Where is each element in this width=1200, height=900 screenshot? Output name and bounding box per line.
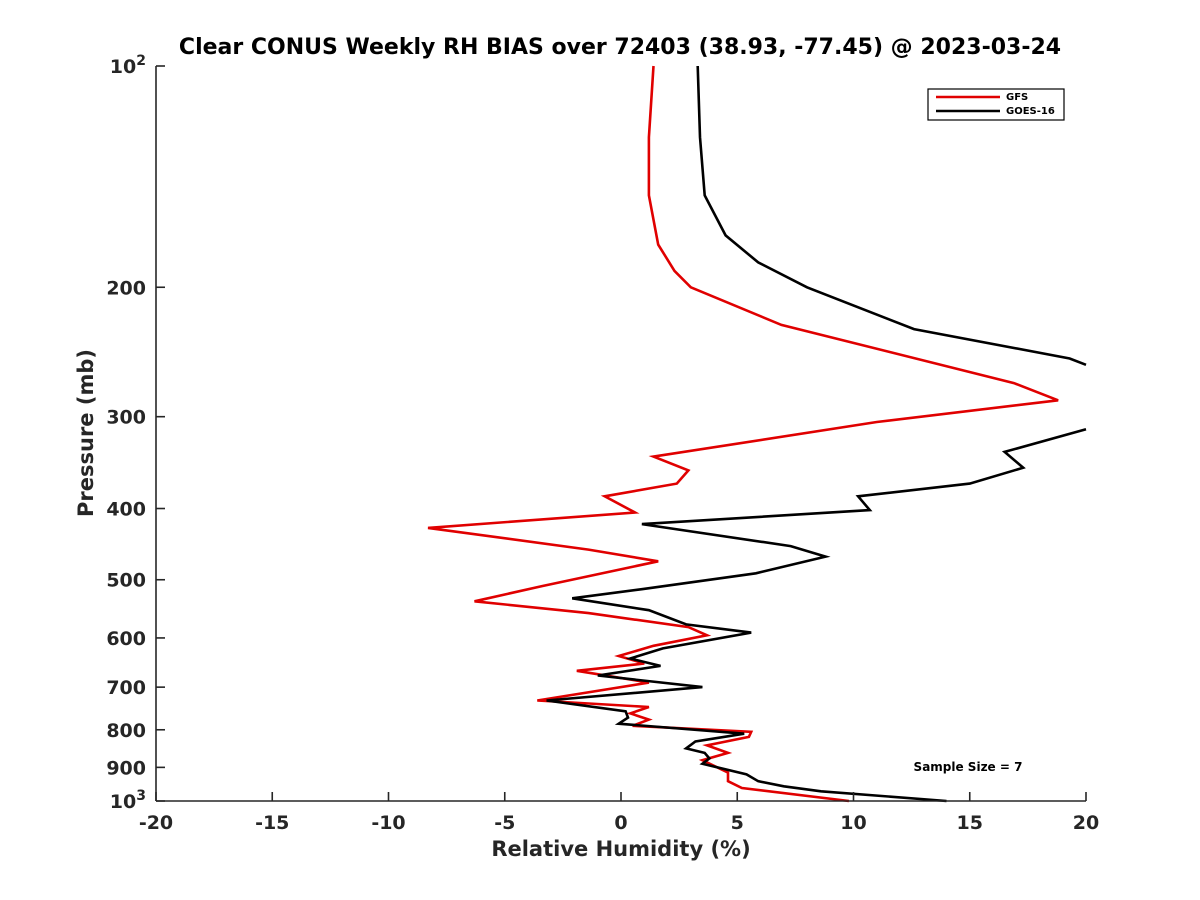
y-tick-label: 600 bbox=[106, 628, 146, 650]
x-tick-label: 0 bbox=[614, 812, 627, 834]
y-tick-label-power: 102 bbox=[110, 53, 146, 78]
sample-size-annotation: Sample Size = 7 bbox=[914, 760, 1023, 774]
series-line-goes-16-2 bbox=[546, 427, 1087, 803]
series-line-goes-16-1 bbox=[696, 65, 1087, 367]
y-tick-label: 300 bbox=[106, 407, 146, 429]
x-tick-label: 10 bbox=[840, 812, 866, 834]
chart-title: Clear CONUS Weekly RH BIAS over 72403 (3… bbox=[179, 35, 1061, 60]
legend: GFS GOES-16 bbox=[927, 88, 1065, 121]
legend-label-gfs: GFS bbox=[1006, 92, 1028, 103]
legend-label-goes: GOES-16 bbox=[1006, 106, 1055, 117]
y-tick-label: 800 bbox=[106, 720, 146, 742]
x-tick-label: 5 bbox=[731, 812, 744, 834]
plot-lines bbox=[427, 65, 1087, 803]
x-tick-label: -20 bbox=[139, 812, 173, 834]
x-tick-label: -5 bbox=[494, 812, 515, 834]
x-tick-label: -10 bbox=[371, 812, 405, 834]
y-tick-label: 700 bbox=[106, 677, 146, 699]
y-tick-label: 900 bbox=[106, 757, 146, 779]
y-ticks: 102 200 300 400 500 600 700 800 900 103 bbox=[106, 53, 165, 813]
x-axis-label: Relative Humidity (%) bbox=[491, 837, 750, 861]
x-tick-label: -15 bbox=[255, 812, 289, 834]
y-tick-label: 500 bbox=[106, 570, 146, 592]
x-tick-label: 15 bbox=[957, 812, 983, 834]
y-axis-label: Pressure (mb) bbox=[74, 349, 98, 517]
axes bbox=[155, 66, 1086, 802]
x-tick-label: 20 bbox=[1073, 812, 1099, 834]
series-line-gfs-1 bbox=[427, 65, 1059, 803]
y-tick-label: 200 bbox=[106, 277, 146, 299]
legend-box bbox=[927, 88, 1065, 121]
y-tick-label: 400 bbox=[106, 499, 146, 521]
x-ticks: -20 -15 -10 -5 0 5 10 15 20 bbox=[139, 792, 1099, 834]
y-tick-label-power: 103 bbox=[110, 788, 146, 813]
